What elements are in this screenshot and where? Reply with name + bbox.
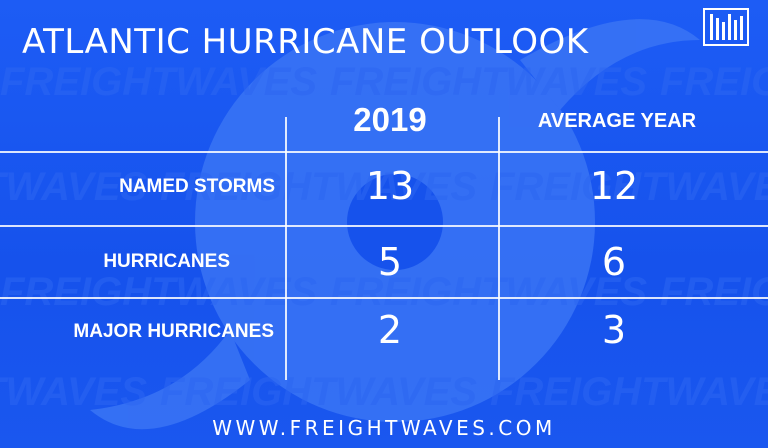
watermark-text: FREIGHTWAVES: [660, 60, 768, 104]
row-label-major-hurricanes: MAJOR HURRICANES: [73, 321, 274, 342]
page-title: ATLANTIC HURRICANE OUTLOOK: [22, 22, 589, 62]
watermark-text: FREIGHTWAVES: [490, 165, 768, 209]
cell-hurricanes-2019: 5: [377, 240, 403, 284]
cell-major-hurricanes-2019: 2: [377, 308, 403, 352]
cell-major-hurricanes-average: 3: [601, 308, 627, 352]
watermark-text: FREIGHTWAVES: [160, 370, 477, 414]
divider-horizontal-1: [0, 151, 768, 153]
hurricane-tail-lower: [90, 330, 250, 430]
watermark-text: FREIGHTWAVES: [490, 370, 768, 414]
divider-vertical-left: [285, 117, 287, 380]
watermark-text: FREIGHTWAVES: [0, 370, 147, 414]
watermark-text: FREIGHTWAVES: [330, 60, 647, 104]
column-header-average-year: AVERAGE YEAR: [537, 110, 697, 132]
hurricane-eye: [347, 174, 443, 270]
watermark-text: FREIGHTWAVES: [330, 270, 647, 314]
watermark-text: FREIGHTWAVES: [660, 270, 768, 314]
divider-vertical-right: [498, 117, 500, 380]
watermark-text: FREIGHTWAVES: [160, 165, 477, 209]
cell-named-storms-average: 12: [589, 164, 639, 208]
divider-horizontal-2: [0, 225, 768, 227]
website-footer: WWW.FREIGHTWAVES.COM: [212, 416, 556, 440]
cell-hurricanes-average: 6: [601, 240, 627, 284]
freightwaves-logo-icon: [703, 8, 749, 46]
row-label-named-storms: NAMED STORMS: [119, 176, 275, 197]
hurricane-tail-upper: [520, 19, 700, 110]
row-label-hurricanes: HURRICANES: [103, 251, 230, 272]
watermark-text: FREIGHTWAVES: [0, 165, 147, 209]
divider-horizontal-3: [0, 297, 768, 299]
cell-named-storms-2019: 13: [365, 164, 415, 208]
watermark-text-group: FREIGHTWAVES FREIGHTWAVES FREIGHTWAVES FREI…: [0, 60, 768, 414]
column-header-2019: 2019: [353, 101, 427, 138]
watermark-text: FREIGHTWAVES: [0, 60, 317, 104]
watermark-text: FREIGHTWAVES: [0, 270, 317, 314]
